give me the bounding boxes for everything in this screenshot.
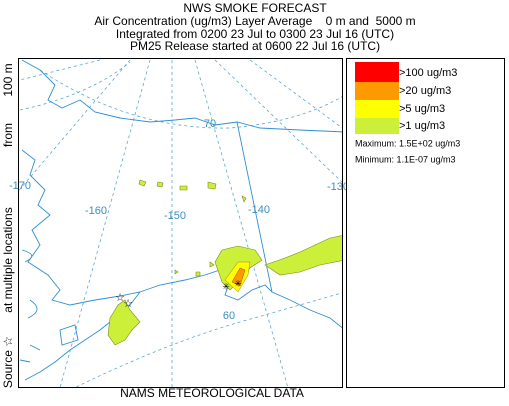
source-marker: ☆	[123, 298, 133, 310]
smoke-plume	[231, 267, 246, 287]
source-marker: ☆	[115, 292, 125, 304]
footer: NAMS METEOROLOGICAL DATA	[120, 386, 304, 400]
lat-label: 60	[223, 310, 235, 322]
legend-label: >20 ug/m3	[399, 85, 451, 97]
height-label: 100 m	[1, 63, 15, 96]
border	[236, 121, 273, 293]
legend-swatch	[355, 100, 399, 118]
legend-swatch	[355, 62, 399, 82]
lon-label: -170	[9, 180, 31, 192]
source-label: Source ☆	[1, 336, 15, 388]
legend-minimum: Minimum: 1.1E-07 ug/m3	[355, 154, 456, 164]
lon-label: -140	[248, 204, 270, 216]
smoke-plume	[138, 179, 247, 203]
legend-swatch	[355, 118, 399, 134]
lat-label: 70	[204, 118, 216, 130]
legend-swatch	[355, 82, 399, 100]
smoke-plume	[107, 299, 141, 346]
legend-label: >5 ug/m3	[399, 103, 445, 115]
graticule	[214, 59, 342, 183]
map-frame	[18, 58, 343, 388]
from-label: from	[1, 123, 15, 147]
legend-maximum: Maximum: 1.5E+02 ug/m3	[355, 138, 460, 148]
graticule	[249, 59, 342, 129]
legend-label: >1 ug/m3	[399, 120, 445, 132]
legend-label: >100 ug/m3	[399, 67, 457, 79]
map: ☆ ☆ ✳ ✳ 70 60 -170 -160 -150 -140 -130	[9, 58, 349, 388]
graticule	[19, 61, 131, 111]
graticule	[75, 292, 342, 387]
subtitle: PM25 Release started at 0600 22 Jul 16 (…	[130, 39, 380, 53]
coastline	[21, 249, 38, 319]
side-label: Source ☆ at multiple locations from 100 …	[1, 63, 15, 388]
coastline	[21, 59, 342, 133]
lon-label: -150	[164, 210, 186, 222]
lon-label: -130	[327, 181, 349, 193]
subtitle: Integrated from 0200 23 Jul to 0300 23 J…	[116, 27, 394, 41]
coastline	[19, 324, 79, 363]
graticule	[194, 59, 289, 387]
smoke-plume	[174, 261, 215, 277]
graticule	[59, 59, 151, 387]
title: NWS SMOKE FORECAST	[183, 1, 327, 15]
graticule	[39, 69, 342, 129]
lon-label: -160	[85, 205, 107, 217]
subtitle: Air Concentration (ug/m3) Layer Average …	[94, 14, 415, 28]
locations-label: at multiple locations	[1, 207, 15, 312]
source-marker: ✳	[234, 278, 242, 288]
source-marker: ✳	[222, 281, 230, 291]
smoke-plume	[264, 235, 342, 276]
graticule	[19, 59, 101, 81]
legend: >100 ug/m3 >20 ug/m3 >5 ug/m3 >1 ug/m3 M…	[346, 58, 505, 388]
coastline	[21, 149, 342, 329]
